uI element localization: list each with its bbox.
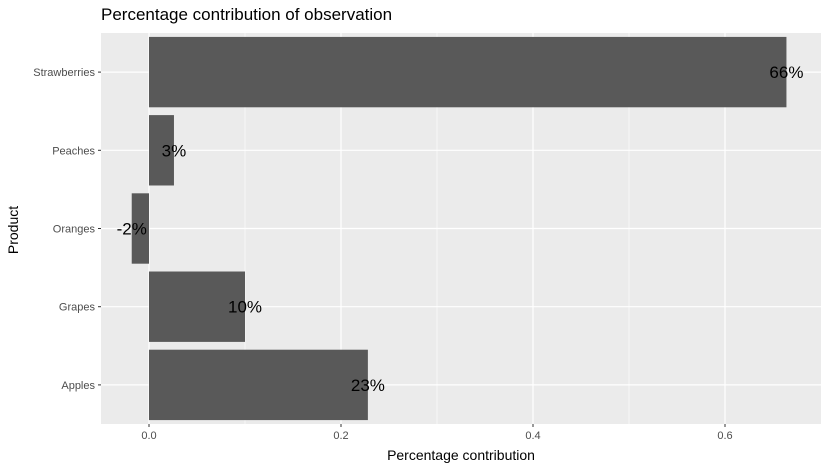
- chart-title: Percentage contribution of observation: [101, 5, 392, 24]
- y-tick-label: Grapes: [59, 302, 96, 314]
- bar-strawberries: [149, 36, 787, 108]
- x-tick-label: 0.2: [333, 430, 348, 442]
- x-tick-label: 0.4: [525, 430, 540, 442]
- x-tick-label: 0.6: [717, 430, 732, 442]
- bar-apples: [149, 349, 368, 421]
- y-tick-label: Peaches: [52, 145, 95, 157]
- bar-peaches: [149, 115, 174, 186]
- bar-oranges: [131, 193, 149, 264]
- y-axis-title: Product: [5, 206, 21, 254]
- bar-grapes: [149, 271, 245, 342]
- data-label: -2%: [117, 220, 147, 239]
- data-label: 23%: [351, 376, 385, 395]
- x-tick-label: 0.0: [141, 430, 156, 442]
- x-axis-title: Percentage contribution: [387, 447, 535, 463]
- data-labels: 23% 10% -2% 3% 66%: [117, 63, 804, 395]
- data-label: 66%: [769, 63, 803, 82]
- x-axis: 0.0 0.2 0.4 0.6: [141, 424, 733, 442]
- y-tick-label: Oranges: [53, 224, 96, 236]
- data-label: 3%: [162, 141, 187, 160]
- y-tick-label: Strawberries: [33, 67, 95, 79]
- data-label: 10%: [228, 298, 262, 317]
- bars: [131, 36, 787, 421]
- y-axis: Apples Grapes Oranges Peaches Strawberries: [33, 67, 101, 392]
- y-tick-label: Apples: [61, 380, 95, 392]
